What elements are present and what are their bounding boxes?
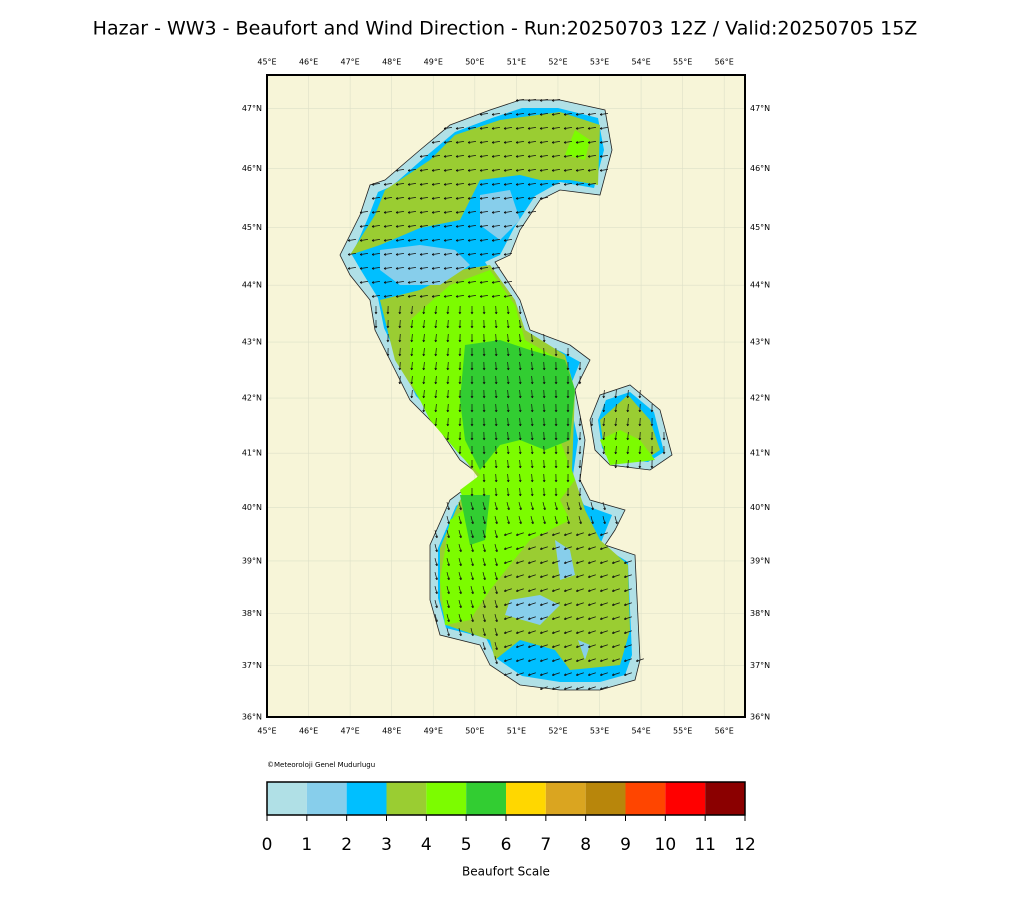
- x-tick-label: 48°E: [382, 58, 401, 67]
- x-tick-label: 56°E: [715, 727, 734, 736]
- y-tick-label: 36°N: [750, 713, 770, 722]
- colorbar-segment: [346, 782, 387, 815]
- x-tick-label: 46°E: [299, 727, 318, 736]
- copyright: ©Meteoroloji Genel Mudurlugu: [267, 761, 375, 769]
- y-tick-label: 44°N: [750, 281, 770, 290]
- colorbar-segment: [386, 782, 427, 815]
- y-tick-label: 43°N: [242, 338, 262, 347]
- y-tick-label: 38°N: [750, 609, 770, 618]
- colorbar-segment: [705, 782, 745, 815]
- colorbar-tick-label: 1: [301, 835, 312, 855]
- x-tick-label: 45°E: [257, 58, 276, 67]
- y-tick-label: 42°N: [242, 394, 262, 403]
- colorbar-tick-label: 12: [734, 835, 756, 855]
- colorbar-tick-label: 4: [421, 835, 432, 855]
- y-tick-label: 46°N: [750, 164, 770, 173]
- colorbar-segment: [506, 782, 546, 815]
- x-tick-label: 52°E: [548, 727, 567, 736]
- y-tick-label: 39°N: [242, 556, 262, 565]
- colorbar-label: Beaufort Scale: [462, 865, 550, 879]
- y-tick-label: 47°N: [750, 104, 770, 113]
- x-tick-label: 55°E: [673, 727, 692, 736]
- colorbar-segment: [585, 782, 626, 815]
- y-tick-label: 39°N: [750, 556, 770, 565]
- y-tick-label: 45°N: [750, 223, 770, 232]
- x-tick-label: 52°E: [548, 58, 567, 67]
- y-tick-label: 38°N: [242, 609, 262, 618]
- x-tick-label: 53°E: [590, 58, 609, 67]
- x-tick-label: 48°E: [382, 727, 401, 736]
- x-tick-label: 51°E: [507, 58, 526, 67]
- colorbar-tick-label: 2: [341, 835, 352, 855]
- colorbar-tick-label: 8: [580, 835, 591, 855]
- x-tick-label: 50°E: [465, 58, 484, 67]
- x-tick-label: 51°E: [507, 727, 526, 736]
- x-tick-label: 49°E: [424, 58, 443, 67]
- x-tick-label: 46°E: [299, 58, 318, 67]
- y-tick-label: 41°N: [750, 449, 770, 458]
- axis-labels: 45°E 45°E 46°E 46°E 47°E 47°E 48°E 48°E 49°E 49°E…: [242, 58, 770, 736]
- y-tick-label: 40°N: [750, 503, 770, 512]
- y-tick-label: 40°N: [242, 503, 262, 512]
- x-tick-label: 50°E: [465, 727, 484, 736]
- x-tick-label: 53°E: [590, 727, 609, 736]
- colorbar-tick-label: 0: [262, 835, 273, 855]
- colorbar-segment: [426, 782, 467, 815]
- y-tick-label: 44°N: [242, 281, 262, 290]
- x-tick-label: 54°E: [631, 58, 650, 67]
- x-tick-label: 49°E: [424, 727, 443, 736]
- y-tick-label: 36°N: [242, 713, 262, 722]
- colorbar-segment: [267, 782, 307, 815]
- colorbar-tick-label: 7: [540, 835, 551, 855]
- x-tick-label: 55°E: [673, 58, 692, 67]
- colorbar-tick-label: 5: [461, 835, 472, 855]
- y-tick-label: 37°N: [750, 661, 770, 670]
- y-tick-label: 46°N: [242, 164, 262, 173]
- colorbar-segment: [625, 782, 666, 815]
- x-tick-label: 47°E: [341, 727, 360, 736]
- wind-arrows: [347, 99, 666, 690]
- y-tick-label: 37°N: [242, 661, 262, 670]
- x-tick-label: 47°E: [341, 58, 360, 67]
- y-tick-label: 42°N: [750, 394, 770, 403]
- y-tick-label: 43°N: [750, 338, 770, 347]
- colorbar-segment: [306, 782, 347, 815]
- colorbar-tick-label: 10: [655, 835, 677, 855]
- colorbar-tick-label: 3: [381, 835, 392, 855]
- y-tick-label: 41°N: [242, 449, 262, 458]
- title: Hazar - WW3 - Beaufort and Wind Directio…: [93, 18, 918, 40]
- colorbar-segment: [466, 782, 506, 815]
- colorbar-tick-label: 6: [501, 835, 512, 855]
- y-tick-label: 45°N: [242, 223, 262, 232]
- x-tick-label: 56°E: [715, 58, 734, 67]
- y-tick-label: 47°N: [242, 104, 262, 113]
- x-tick-label: 54°E: [631, 727, 650, 736]
- colorbar: 0 1 2 3 4 5 6 7 8 9 10 11 12: [262, 781, 756, 855]
- colorbar-segment: [665, 782, 706, 815]
- colorbar-tick-label: 9: [620, 835, 631, 855]
- x-tick-label: 45°E: [257, 727, 276, 736]
- colorbar-tick-label: 11: [694, 835, 716, 855]
- map-frame: [266, 74, 746, 718]
- colorbar-segment: [545, 782, 586, 815]
